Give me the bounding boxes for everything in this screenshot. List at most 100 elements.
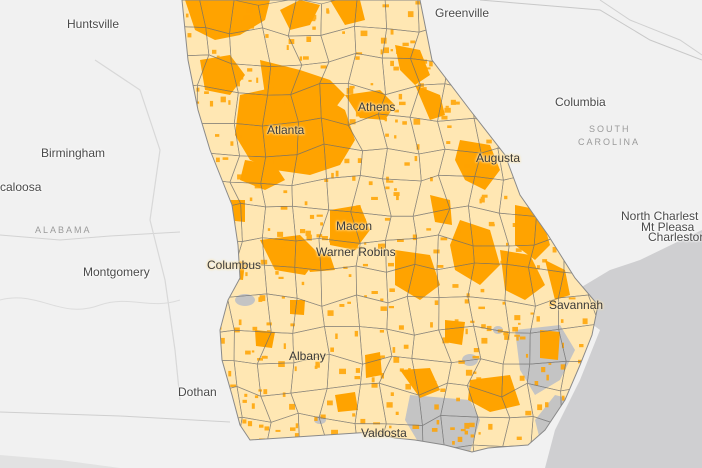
highlight-speck bbox=[275, 429, 281, 432]
highlight-speck bbox=[237, 174, 243, 180]
highlight-speck bbox=[388, 306, 394, 309]
highlight-speck bbox=[360, 418, 366, 424]
highlight-speck bbox=[500, 260, 508, 264]
highlight-speck bbox=[367, 367, 374, 374]
highlight-speck bbox=[390, 60, 394, 67]
highlight-speck bbox=[386, 176, 389, 183]
highlight-speck bbox=[546, 374, 549, 381]
highlight-speck bbox=[197, 19, 201, 24]
highlight-speck bbox=[415, 1, 422, 5]
highlight-speck bbox=[289, 403, 296, 410]
highlight-speck bbox=[255, 1, 263, 6]
highlight-speck bbox=[242, 399, 247, 403]
highlight-speck bbox=[238, 319, 242, 326]
highlight-speck bbox=[441, 115, 448, 120]
highlight-speck bbox=[254, 183, 261, 189]
highlight-speck bbox=[276, 247, 282, 253]
highlight-speck bbox=[552, 247, 557, 253]
highlight-speck bbox=[380, 298, 384, 302]
highlight-speck bbox=[458, 360, 465, 364]
highlight-speck bbox=[355, 56, 360, 60]
highlight-speck bbox=[396, 195, 399, 201]
highlight-speck bbox=[485, 255, 489, 259]
highlight-speck bbox=[327, 400, 333, 406]
city-label-montgomery: Montgomery bbox=[83, 265, 150, 279]
georgia-outline bbox=[181, 0, 599, 453]
highlight-speck bbox=[537, 265, 540, 270]
highlight-speck bbox=[469, 422, 475, 428]
highlight-speck bbox=[385, 133, 389, 137]
highlight-speck bbox=[512, 326, 518, 332]
highlight-speck bbox=[259, 424, 264, 428]
highlight-speck bbox=[243, 15, 250, 21]
highlight-speck bbox=[393, 356, 400, 363]
highlight-speck bbox=[434, 404, 439, 410]
highlight-speck bbox=[201, 1, 208, 6]
highlight-speck bbox=[397, 239, 404, 242]
highlight-speck bbox=[294, 82, 300, 85]
highlight-speck bbox=[339, 368, 346, 375]
highlight-speck bbox=[464, 299, 470, 304]
highlight-speck bbox=[478, 306, 485, 310]
highlight-speck bbox=[363, 218, 366, 224]
highlight-speck bbox=[519, 336, 526, 340]
highlight-speck bbox=[447, 125, 452, 128]
highlight-speck bbox=[392, 347, 396, 353]
highlight-speck bbox=[349, 119, 356, 125]
city-label-macon: Macon bbox=[336, 219, 373, 233]
city-label-huntsville: Huntsville bbox=[67, 17, 120, 31]
highlight-speck bbox=[446, 141, 451, 144]
highlight-speck bbox=[394, 135, 397, 139]
highlight-speck bbox=[326, 10, 330, 14]
highlight-speck bbox=[371, 377, 375, 383]
highlight-speck bbox=[216, 55, 220, 58]
highlight-speck bbox=[275, 161, 281, 165]
highlight-speck bbox=[220, 96, 226, 103]
highlight-speck bbox=[384, 117, 387, 122]
highlight-speck bbox=[277, 231, 284, 237]
highlight-speck bbox=[349, 244, 357, 250]
highlight-speck bbox=[530, 312, 534, 315]
city-label-augusta: Augusta bbox=[476, 151, 521, 165]
highlight-speck bbox=[348, 274, 352, 277]
highlight-speck bbox=[320, 414, 326, 419]
highlight-speck bbox=[275, 271, 279, 275]
city-label-warner-robins: Warner Robins bbox=[316, 245, 396, 259]
highlight-speck bbox=[497, 156, 500, 161]
highlight-speck bbox=[506, 242, 509, 246]
highlight-speck bbox=[267, 228, 271, 231]
highlight-speck bbox=[332, 212, 337, 216]
highlight-speck bbox=[320, 65, 327, 69]
highlight-speck bbox=[423, 59, 428, 64]
highlight-speck bbox=[364, 295, 367, 298]
highlight-speck bbox=[218, 337, 225, 344]
highlight-speck bbox=[478, 432, 481, 435]
highlight-speck bbox=[304, 201, 308, 206]
highlight-speck bbox=[452, 284, 459, 288]
highlight-speck bbox=[339, 304, 345, 307]
highlight-speck bbox=[516, 436, 522, 440]
city-label-columbia: Columbia bbox=[555, 95, 606, 109]
highlight-speck bbox=[335, 333, 338, 339]
highlight-speck bbox=[456, 397, 460, 402]
highlight-speck bbox=[440, 237, 448, 241]
highlight-speck bbox=[464, 430, 468, 435]
highlight-speck bbox=[453, 101, 460, 105]
highlight-speck bbox=[393, 192, 400, 196]
highlight-speck bbox=[386, 104, 389, 110]
highlight-speck bbox=[424, 67, 431, 70]
county-boundary bbox=[472, 444, 504, 452]
highlight-speck bbox=[252, 326, 258, 331]
highlight-speck bbox=[399, 368, 404, 372]
highlight-speck bbox=[380, 49, 383, 55]
highlight-speck bbox=[356, 205, 361, 211]
highlight-speck bbox=[504, 335, 510, 340]
highlight-speck bbox=[327, 310, 334, 316]
highlight-speck bbox=[454, 260, 460, 266]
highlight-speck bbox=[525, 410, 532, 416]
highlight-speck bbox=[442, 337, 449, 344]
highlight-speck bbox=[342, 129, 348, 133]
highlight-speck bbox=[355, 246, 362, 249]
highlight-speck bbox=[416, 144, 420, 150]
